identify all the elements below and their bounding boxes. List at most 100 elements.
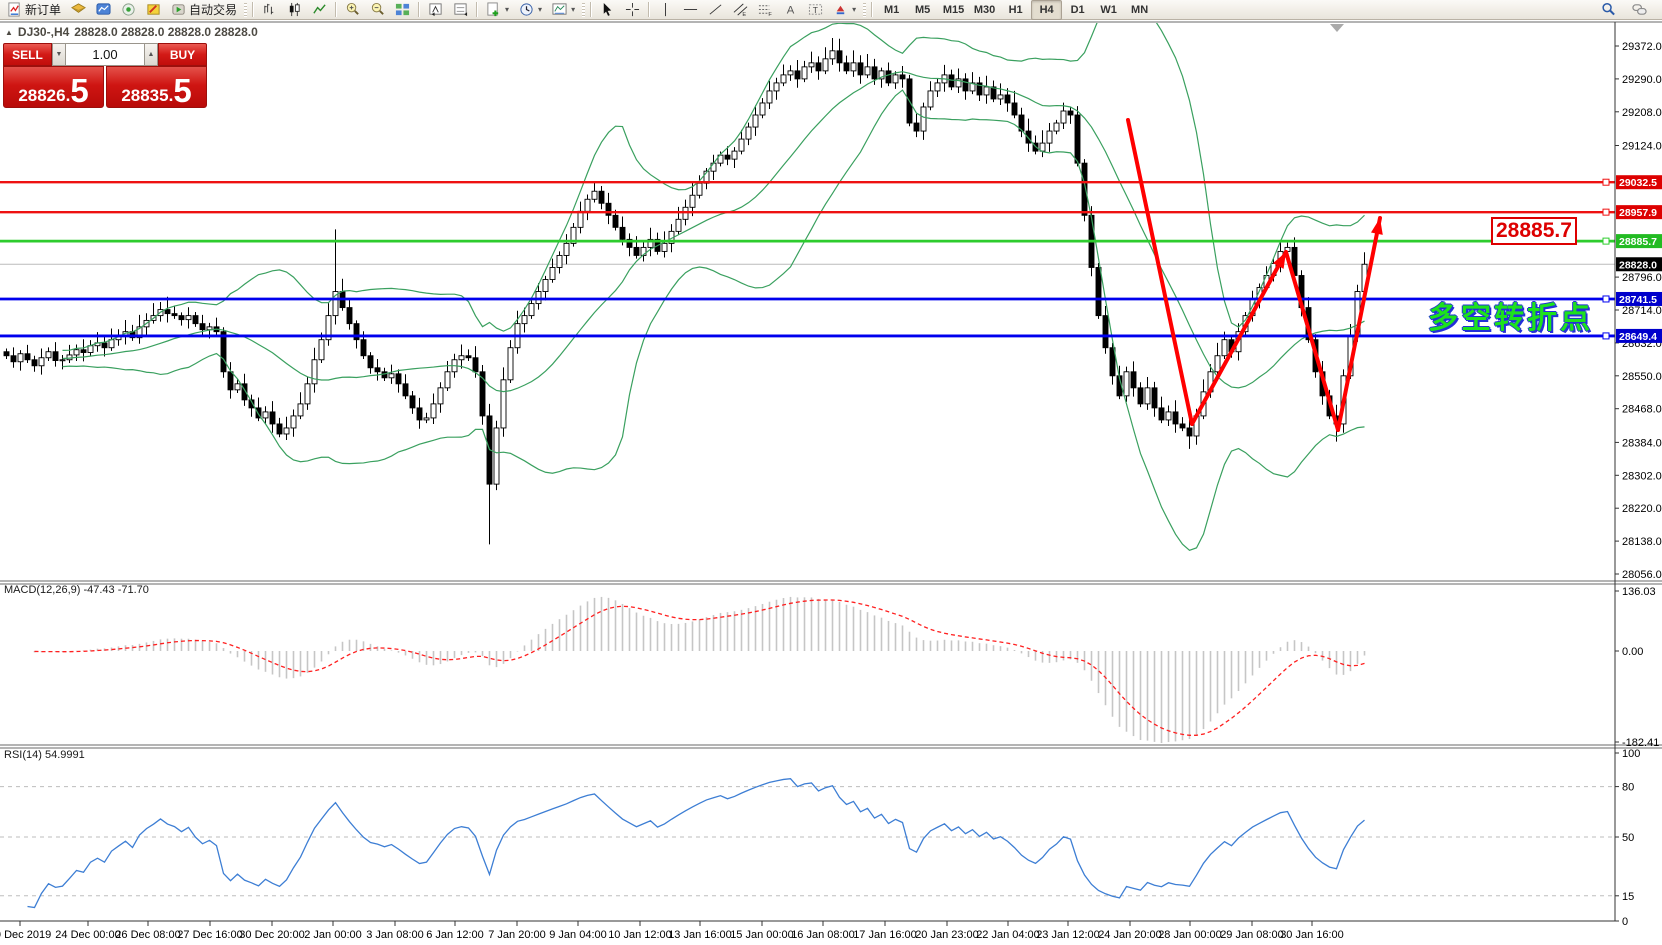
symbol-name: DJ30-,H4 bbox=[17, 25, 70, 39]
volume-input[interactable]: 1.00 bbox=[66, 43, 144, 66]
ask-price-button[interactable]: 28835. 5 bbox=[106, 66, 207, 108]
bollinger-bands bbox=[62, 23, 1365, 552]
svg-text:20 Jan 23:00: 20 Jan 23:00 bbox=[915, 929, 979, 941]
timeframe-m5-button[interactable]: M5 bbox=[914, 3, 931, 16]
collapse-panel-icon[interactable]: ▲ bbox=[5, 27, 13, 37]
mail-icon bbox=[71, 3, 86, 13]
channel-tool-button[interactable]: E bbox=[728, 0, 753, 20]
svg-text:T: T bbox=[813, 5, 818, 15]
svg-text:28885.7: 28885.7 bbox=[1619, 236, 1657, 248]
text-tool-button[interactable]: A bbox=[778, 0, 803, 20]
search-button[interactable] bbox=[1596, 0, 1621, 20]
svg-text:28384.0: 28384.0 bbox=[1622, 437, 1662, 449]
svg-text:29124.0: 29124.0 bbox=[1622, 141, 1662, 153]
vline-tool-button[interactable] bbox=[653, 0, 678, 20]
trendline-icon bbox=[709, 4, 722, 15]
main-toolbar: 新订单 自动交易 ▾ ▾ ▾ E F A T ▾ bbox=[0, 0, 1662, 20]
svg-text:136.03: 136.03 bbox=[1622, 586, 1656, 598]
svg-text:28714.0: 28714.0 bbox=[1622, 305, 1662, 317]
label-icon: T bbox=[809, 4, 823, 15]
arrowhead bbox=[1273, 252, 1286, 269]
svg-text:15: 15 bbox=[1622, 891, 1634, 903]
new-order-button[interactable]: 新订单 bbox=[2, 0, 66, 20]
svg-text:28957.9: 28957.9 bbox=[1619, 207, 1657, 219]
mail-button[interactable] bbox=[66, 0, 91, 20]
tile-windows-button[interactable] bbox=[390, 0, 415, 20]
timeframe-m1-button[interactable]: M1 bbox=[883, 3, 900, 16]
svg-text:20 Dec 2019: 20 Dec 2019 bbox=[0, 929, 51, 941]
svg-text:28550.0: 28550.0 bbox=[1622, 371, 1662, 383]
svg-text:29208.0: 29208.0 bbox=[1622, 107, 1662, 119]
fibonacci-icon: F bbox=[759, 5, 772, 17]
new-template-icon bbox=[487, 2, 499, 17]
hline-tool-button[interactable] bbox=[678, 0, 703, 20]
zoom-out-button[interactable] bbox=[365, 0, 390, 20]
cursor-tool-button[interactable] bbox=[595, 0, 620, 20]
metaeditor-button[interactable] bbox=[141, 0, 166, 20]
svg-text:28741.5: 28741.5 bbox=[1619, 294, 1657, 306]
bar-chart-button[interactable] bbox=[257, 0, 282, 20]
svg-text:80: 80 bbox=[1622, 782, 1634, 794]
zoom-in-button[interactable] bbox=[340, 0, 365, 20]
label-tool-button[interactable]: T bbox=[803, 0, 828, 20]
timeframe-w1-button[interactable]: W1 bbox=[1100, 3, 1117, 16]
svg-text:9 Jan 04:00: 9 Jan 04:00 bbox=[549, 929, 607, 941]
chart-title: ▲ DJ30-,H4 28828.0 28828.0 28828.0 28828… bbox=[5, 25, 258, 39]
turning-point-note[interactable]: 多空转折点 bbox=[1428, 302, 1593, 335]
tile-windows-icon bbox=[395, 3, 410, 16]
timeframe-h4-button[interactable]: H4 bbox=[1031, 0, 1063, 20]
horizontal-level-lines[interactable] bbox=[0, 178, 1615, 340]
bollinger-middle-band bbox=[62, 71, 1365, 393]
autotrading-button[interactable]: 自动交易 bbox=[166, 0, 242, 20]
trendline-tool-button[interactable] bbox=[703, 0, 728, 20]
svg-text:26 Dec 08:00: 26 Dec 08:00 bbox=[115, 929, 180, 941]
svg-text:-182.41: -182.41 bbox=[1622, 737, 1659, 749]
chart-shift-marker[interactable] bbox=[1330, 24, 1344, 32]
svg-text:7 Jan 20:00: 7 Jan 20:00 bbox=[488, 929, 546, 941]
buy-button[interactable]: BUY bbox=[158, 43, 207, 66]
timeframe-mn-button[interactable]: MN bbox=[1131, 3, 1149, 16]
new-template-button[interactable]: ▾ bbox=[481, 0, 514, 20]
chart-template-button[interactable]: ▾ bbox=[547, 0, 580, 20]
timeframe-d1-button[interactable]: D1 bbox=[1070, 3, 1085, 16]
bollinger-upper-band bbox=[62, 23, 1365, 352]
dropdown-caret: ▾ bbox=[571, 5, 576, 14]
ask-point: 5 bbox=[173, 71, 192, 109]
chat-button[interactable] bbox=[1627, 0, 1652, 20]
price-level-flag[interactable]: 28885.7 bbox=[1491, 217, 1577, 245]
periods-button[interactable]: ▾ bbox=[514, 0, 547, 20]
svg-text:24 Jan 20:00: 24 Jan 20:00 bbox=[1098, 929, 1162, 941]
fibonacci-tool-button[interactable]: F bbox=[753, 0, 778, 20]
indicator-window-button[interactable] bbox=[448, 0, 473, 20]
sell-button[interactable]: SELL bbox=[3, 43, 52, 66]
volume-increase-button[interactable]: ▲ bbox=[144, 43, 158, 66]
volume-decrease-button[interactable]: ▼ bbox=[52, 43, 66, 66]
bid-dot: . bbox=[65, 86, 71, 105]
bid-price-button[interactable]: 28826. 5 bbox=[3, 66, 104, 108]
dropdown-caret: ▾ bbox=[505, 5, 510, 14]
trend-arrows[interactable] bbox=[1126, 118, 1383, 432]
navigator-button[interactable] bbox=[116, 0, 141, 20]
line-chart-button[interactable] bbox=[307, 0, 332, 20]
data-window-button[interactable] bbox=[423, 0, 448, 20]
timeframe-h1-button[interactable]: H1 bbox=[1008, 3, 1023, 16]
svg-text:F: F bbox=[768, 12, 772, 17]
timeframe-m30-button[interactable]: M30 bbox=[973, 3, 996, 16]
indicator-window-icon bbox=[454, 3, 468, 17]
terminal-button[interactable] bbox=[91, 0, 116, 20]
rsi-indicator-label: RSI(14) 54.9991 bbox=[4, 749, 85, 761]
dropdown-caret: ▾ bbox=[538, 5, 543, 14]
candlestick-chart-button[interactable] bbox=[282, 0, 307, 20]
crosshair-tool-button[interactable] bbox=[620, 0, 645, 20]
arrows-tool-button[interactable]: ▾ bbox=[828, 0, 861, 20]
svg-text:30 Jan 16:00: 30 Jan 16:00 bbox=[1280, 929, 1344, 941]
chat-icon bbox=[1632, 4, 1647, 15]
svg-text:16 Jan 08:00: 16 Jan 08:00 bbox=[791, 929, 855, 941]
terminal-icon bbox=[96, 3, 111, 15]
timeframe-m15-button[interactable]: M15 bbox=[942, 3, 965, 16]
cursor-icon bbox=[603, 2, 612, 16]
macd-indicator-label: MACD(12,26,9) -47.43 -71.70 bbox=[4, 584, 149, 596]
